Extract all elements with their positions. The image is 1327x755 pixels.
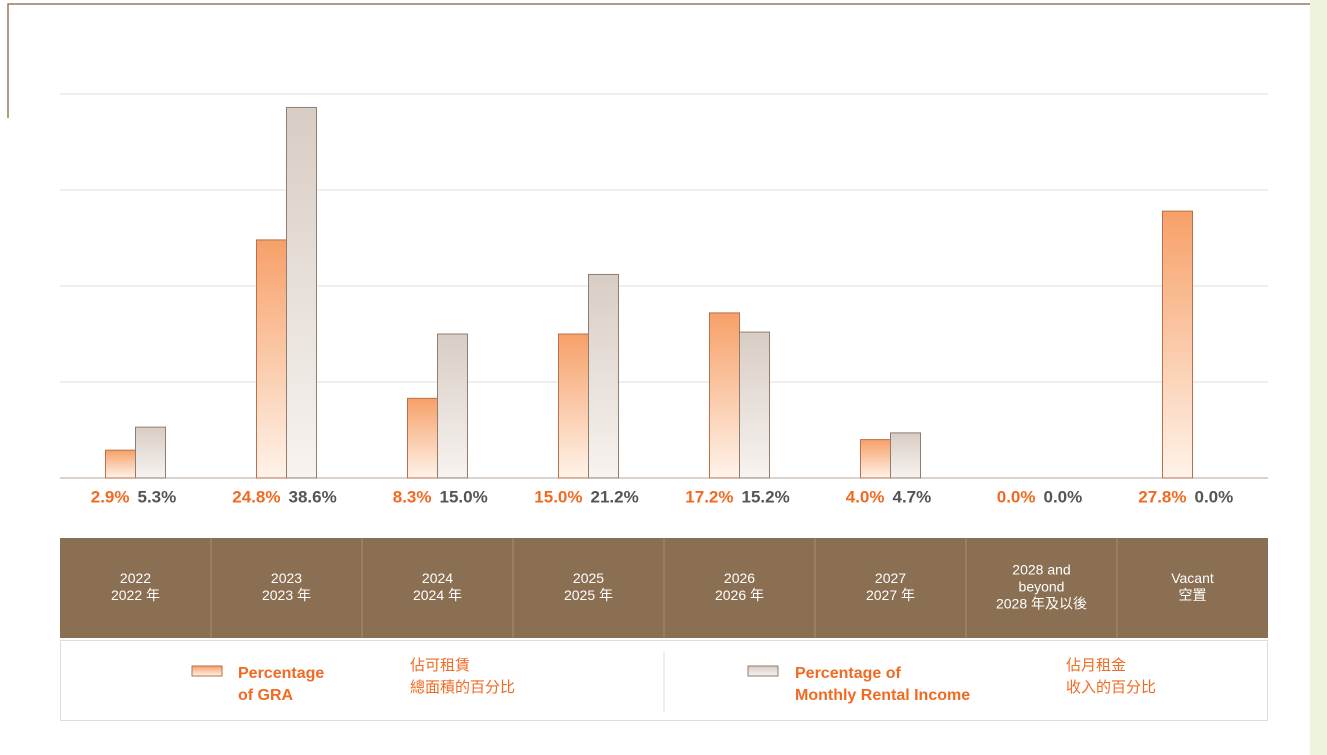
- bar: [407, 397, 438, 479]
- bar: [437, 333, 468, 479]
- side-strip: [1310, 0, 1327, 755]
- x-tick-label: 2026 年: [715, 587, 764, 603]
- value-label: 4.0%: [846, 487, 885, 506]
- x-tick-label: 2025: [573, 570, 604, 586]
- value-label: 15.0%: [534, 487, 582, 506]
- value-label: 21.2%: [591, 487, 639, 506]
- bar: [1162, 210, 1193, 479]
- x-tick-label: Vacant: [1171, 570, 1214, 586]
- value-label: 0.0%: [1044, 487, 1083, 506]
- bar: [256, 239, 287, 479]
- bar: [860, 439, 891, 479]
- value-label: 15.0%: [440, 487, 488, 506]
- x-tick-label: 2028 年及以後: [996, 596, 1087, 612]
- bar: [286, 106, 317, 479]
- value-label: 27.8%: [1138, 487, 1186, 506]
- frame: [7, 3, 1310, 118]
- x-tick-label: 2022: [120, 570, 151, 586]
- value-label: 4.7%: [893, 487, 932, 506]
- x-tick-label: 2027: [875, 570, 906, 586]
- x-tick-label: 2023 年: [262, 587, 311, 603]
- legend-label: Percentage of: [795, 665, 901, 682]
- bar: [709, 312, 740, 479]
- x-tick-label: 2025 年: [564, 587, 613, 603]
- bar: [588, 273, 619, 479]
- bar: [135, 426, 166, 479]
- x-tick-label: 2026: [724, 570, 755, 586]
- value-label: 8.3%: [393, 487, 432, 506]
- value-label: 5.3%: [138, 487, 177, 506]
- legend-label-zh: 佔可租賃: [410, 657, 470, 674]
- legend-swatch: [747, 665, 779, 677]
- legend-label: Monthly Rental Income: [795, 687, 970, 704]
- legend-label-zh: 總面積的百分比: [410, 678, 515, 696]
- value-label: 0.0%: [1195, 487, 1234, 506]
- x-tick-label: 2028 and: [1012, 562, 1070, 578]
- x-tick-label: 2022 年: [111, 587, 160, 603]
- legend-label-zh: 收入的百分比: [1066, 679, 1156, 696]
- value-label: 15.2%: [742, 487, 790, 506]
- x-tick-label: 空置: [1179, 587, 1207, 603]
- value-label: 17.2%: [685, 487, 733, 506]
- value-label: 38.6%: [289, 487, 337, 506]
- bar: [890, 432, 921, 479]
- bar: [558, 333, 589, 479]
- legend-label: Percentage: [238, 665, 324, 682]
- x-tick-label: 2027 年: [866, 587, 915, 603]
- value-label: 0.0%: [997, 487, 1036, 506]
- x-tick-label: 2023: [271, 570, 302, 586]
- legend-label: of GRA: [238, 687, 294, 704]
- bar: [105, 449, 136, 479]
- x-tick-label: 2024: [422, 570, 453, 586]
- bar: [739, 331, 770, 479]
- x-tick-label: 2024 年: [413, 587, 462, 603]
- legend-swatch: [191, 665, 223, 677]
- x-tick-label: beyond: [1019, 579, 1065, 595]
- value-label: 24.8%: [232, 487, 280, 506]
- legend-label-zh: 佔月租金: [1066, 657, 1126, 674]
- value-label: 2.9%: [91, 487, 130, 506]
